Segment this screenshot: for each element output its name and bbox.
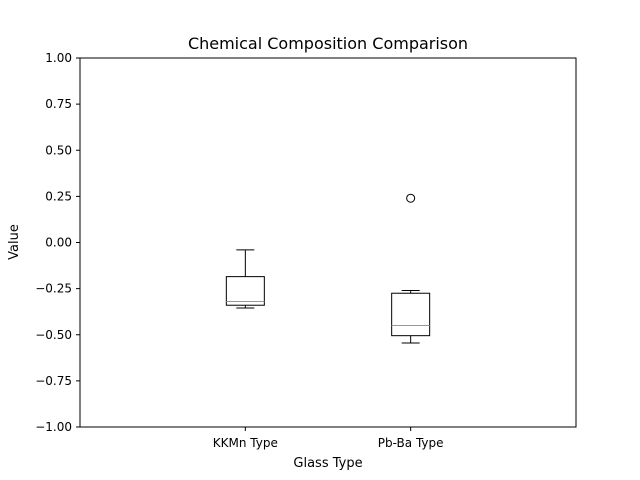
y-tick-label: −0.25 bbox=[35, 282, 72, 296]
iqr-box bbox=[391, 292, 431, 337]
y-tick-label: 1.00 bbox=[45, 51, 72, 65]
y-tick-label: 0.00 bbox=[45, 236, 72, 250]
chart-title: Chemical Composition Comparison bbox=[188, 34, 468, 53]
y-tick-label: 0.50 bbox=[45, 143, 72, 157]
y-tick-label: 0.75 bbox=[45, 97, 72, 111]
x-axis-label: Glass Type bbox=[293, 456, 362, 471]
y-axis-label: Value bbox=[7, 224, 22, 260]
y-tick-label: −0.50 bbox=[35, 328, 72, 342]
plot-area-frame bbox=[79, 57, 577, 428]
y-tick-label: −1.00 bbox=[35, 420, 72, 434]
box-plot-1 bbox=[225, 249, 265, 309]
x-tick-label: KKMn Type bbox=[213, 436, 278, 450]
y-tick-label: 0.25 bbox=[45, 189, 72, 203]
x-tick-label: Pb-Ba Type bbox=[378, 436, 444, 450]
box-plots bbox=[225, 193, 431, 344]
y-tick-label: −0.75 bbox=[35, 374, 72, 388]
axis-ticks: 1.00 0.75 0.50 0.25 0.00 −0.25 −0.50 −0.75 −1.00… bbox=[35, 51, 443, 450]
outlier-point bbox=[406, 193, 416, 203]
box-plot-2 bbox=[391, 193, 431, 344]
iqr-box bbox=[225, 276, 265, 306]
